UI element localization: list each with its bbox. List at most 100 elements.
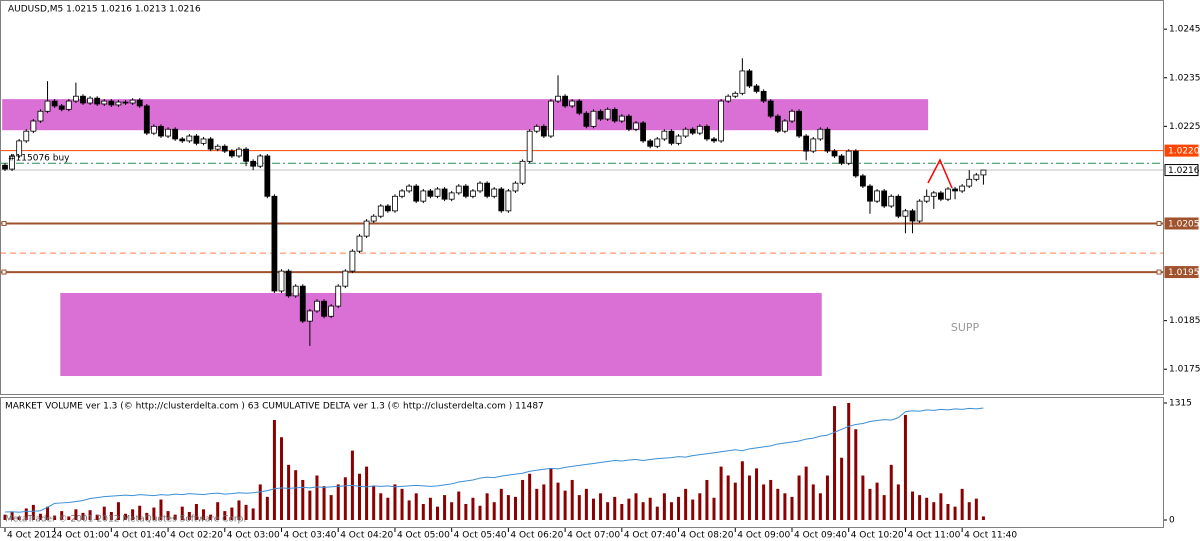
volume-bar [31,504,35,520]
volume-bar [485,493,489,520]
volume-bar [783,493,787,520]
volume-bar [542,484,546,520]
x-tick-label: 4 Oct 11:00 [907,531,960,541]
candle-body [817,128,824,140]
candle-body [803,135,810,152]
volume-bar [145,512,149,520]
volume-bar [797,475,801,520]
volume-bar [116,502,120,520]
candle-body [228,150,235,157]
candle-body [526,130,533,162]
candle-body [739,70,746,94]
indicator-header: MARKET VOLUME ver 1.3 (© http://clusterd… [5,402,544,412]
volume-bar [967,502,971,520]
volume-bar [606,502,610,520]
volume-bar [577,495,581,520]
volume-bar [662,493,666,520]
x-tick-label: 4 Oct 02:20 [170,531,223,541]
volume-bar [81,512,85,520]
volume-bar [251,508,255,520]
y-tick-label: 1.0175 [1169,365,1200,375]
volume-bar [655,506,659,520]
candle-body [363,220,370,237]
candle-body [37,110,44,122]
volume-bar [180,506,184,520]
price-label: 1.0220 [1168,147,1200,157]
x-tick-label: 4 Oct 11:40 [964,531,1017,541]
candle-body [923,195,930,202]
x-tick-label: 4 Oct 08:20 [681,531,734,541]
x-tick-label: 4 Oct 09:00 [737,531,790,541]
candle-body [328,305,335,317]
candle-body [129,99,136,104]
candle-body [654,138,661,147]
candle-body [711,138,717,142]
volume-bar [393,484,397,520]
candle-body [562,95,569,107]
volume-bar [698,493,702,520]
volume-bar [159,499,163,520]
volume-bar [584,488,588,520]
candle-body [23,130,30,142]
volume-bar [818,493,822,520]
x-tick-label: 4 Oct 05:00 [397,531,450,541]
candle-body [271,195,278,292]
candle-body [115,101,122,106]
volume-bar [358,473,361,520]
volume-bar [457,491,461,520]
volume-bar [138,505,142,520]
candle-body [852,150,859,177]
candle-body [292,285,299,297]
candle-body [406,185,413,192]
candle-body [200,138,207,144]
candle-body [831,150,838,157]
candle-body [838,155,845,164]
x-tick-label: 4 Oct 01:40 [113,531,166,541]
volume-bar [719,466,723,520]
volume-bar [209,514,213,520]
volume-bar [620,503,624,520]
volume-bar [847,403,851,520]
volume-bar [435,506,439,520]
volume-bar [414,493,418,520]
candle-body [555,95,561,102]
candle-body [867,185,873,202]
volume-bar [173,514,177,520]
candle-body [767,100,774,117]
candle-body [930,192,937,197]
volume-bar [613,496,617,520]
volume-bar [740,461,744,520]
candle-body [143,105,150,134]
candle-body [172,128,179,140]
volume-bar [705,479,709,520]
candle-body [640,122,646,142]
volume-bar [726,475,730,520]
volume-bar [230,507,234,520]
volume-bar [513,496,517,520]
price-label: 1.0205 [1168,219,1200,229]
volume-bar [790,496,794,520]
volume-bar [896,484,900,520]
candle-body [966,178,973,187]
volume-bar [804,466,808,520]
candle-body [704,125,710,140]
candle-body [165,128,171,137]
candle-body [945,188,951,200]
x-tick-label: 4 Oct 01:00 [57,531,110,541]
candle-body [16,140,23,157]
chart-header: AUDUSD,M5 1.0215 1.0216 1.0213 1.0216 [8,5,201,15]
candle-body [470,190,476,197]
volume-bar [194,503,198,520]
volume-bar [407,500,411,520]
candle-body [87,97,93,104]
candle-body [491,188,498,197]
candle-body [618,115,625,122]
candle-body [661,130,668,140]
candle-body [243,148,249,162]
volume-bar [109,511,113,520]
volume-bar [386,497,390,520]
candle-body [392,195,398,212]
candle-body [193,135,200,144]
x-tick-label: 4 Oct 05:40 [454,531,507,541]
candle-body [30,120,37,132]
